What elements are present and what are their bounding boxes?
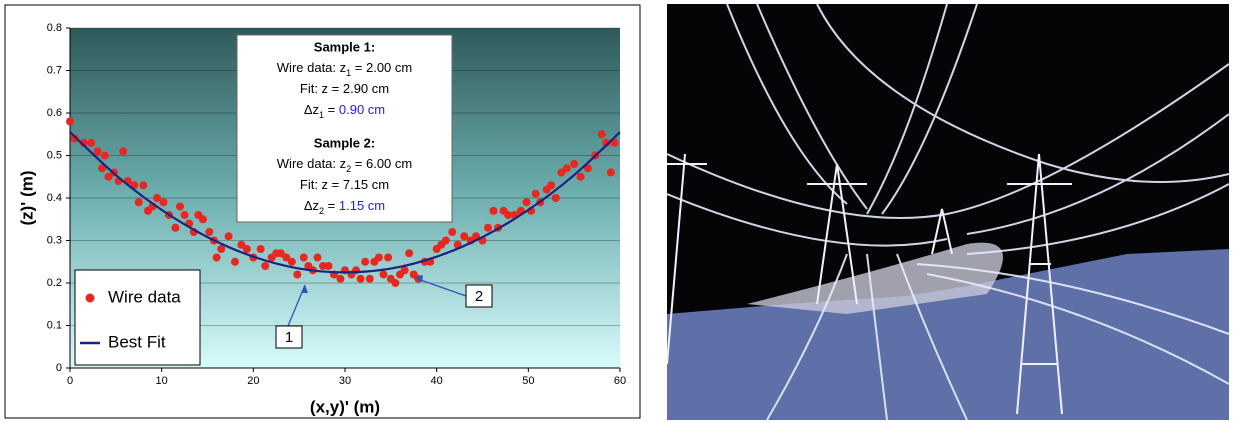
y-axis-title: (z)' (m) bbox=[17, 170, 36, 225]
data-point bbox=[380, 271, 388, 279]
data-point bbox=[300, 254, 308, 262]
data-point bbox=[87, 139, 95, 147]
x-tick-label: 10 bbox=[156, 375, 168, 387]
y-tick-label: 0.2 bbox=[47, 277, 62, 289]
data-point bbox=[314, 254, 322, 262]
data-point bbox=[552, 194, 560, 202]
data-point bbox=[213, 254, 221, 262]
annotation-text: Wire data: z bbox=[277, 156, 346, 171]
photo bbox=[667, 4, 1229, 420]
legend-label: Best Fit bbox=[108, 332, 166, 351]
annotation-text: = bbox=[324, 198, 339, 213]
data-point bbox=[257, 245, 265, 253]
x-tick-label: 0 bbox=[67, 375, 73, 387]
data-point bbox=[442, 237, 450, 245]
chart: (z)' (m) (x,y)' (m) 0 0.1 0.2 0.3 0.4 0.5 0.6 0… bbox=[0, 0, 645, 423]
data-point bbox=[171, 224, 179, 232]
data-point bbox=[484, 224, 492, 232]
data-point bbox=[448, 228, 456, 236]
x-tick-label: 40 bbox=[431, 375, 443, 387]
data-point bbox=[160, 198, 168, 206]
legend-marker bbox=[86, 294, 95, 303]
data-point bbox=[176, 203, 184, 211]
annotation-text: = bbox=[324, 102, 339, 117]
annotation-text: Fit: z = 7.15 cm bbox=[300, 177, 389, 192]
data-point bbox=[293, 271, 301, 279]
y-tick-label: 0.1 bbox=[47, 319, 62, 331]
data-point bbox=[181, 211, 189, 219]
legend-label: Wire data bbox=[108, 287, 181, 306]
data-point bbox=[577, 173, 585, 181]
data-point bbox=[66, 118, 74, 126]
x-tick-label: 60 bbox=[614, 375, 626, 387]
annotation-text: Wire data: z bbox=[277, 60, 346, 75]
callout-label: 2 bbox=[475, 288, 483, 305]
data-point bbox=[231, 258, 239, 266]
data-point bbox=[243, 245, 251, 253]
data-point bbox=[101, 152, 109, 160]
data-point bbox=[139, 181, 147, 189]
x-tick-label: 20 bbox=[247, 375, 259, 387]
data-point bbox=[325, 262, 333, 270]
x-axis-title: (x,y)' (m) bbox=[310, 397, 380, 416]
data-point bbox=[405, 249, 413, 257]
data-point bbox=[375, 254, 383, 262]
annotation-line: Fit: z = 7.15 cm bbox=[300, 177, 389, 192]
data-point bbox=[261, 262, 269, 270]
x-tick-label: 50 bbox=[522, 375, 534, 387]
data-point bbox=[598, 130, 606, 138]
annotation-text: Δz bbox=[304, 102, 319, 117]
annotation-text: = 6.00 cm bbox=[351, 156, 412, 171]
annotation-text: 0.90 cm bbox=[339, 102, 385, 117]
data-point bbox=[547, 181, 555, 189]
data-point bbox=[225, 232, 233, 240]
data-point bbox=[119, 147, 127, 155]
page: (z)' (m) (x,y)' (m) 0 0.1 0.2 0.3 0.4 0.5 0.6 0… bbox=[0, 0, 1233, 423]
data-point bbox=[135, 198, 143, 206]
data-point bbox=[563, 164, 571, 172]
data-point bbox=[361, 258, 369, 266]
annotation-heading: Sample 1: bbox=[314, 39, 375, 54]
data-point bbox=[570, 160, 578, 168]
data-point bbox=[384, 254, 392, 262]
y-tick-label: 0.7 bbox=[47, 64, 62, 76]
x-tick-label: 30 bbox=[339, 375, 351, 387]
annotation-text: Δz bbox=[304, 198, 319, 213]
annotation-text: 1.15 cm bbox=[339, 198, 385, 213]
y-tick-label: 0.8 bbox=[47, 22, 62, 34]
data-point bbox=[94, 147, 102, 155]
data-point bbox=[523, 198, 531, 206]
data-point bbox=[205, 228, 213, 236]
annotation-heading: Sample 2: bbox=[314, 135, 375, 150]
y-tick-label: 0 bbox=[56, 362, 62, 374]
y-tick-label: 0.4 bbox=[47, 192, 62, 204]
data-point bbox=[532, 190, 540, 198]
y-tick-label: 0.5 bbox=[47, 149, 62, 161]
y-tick-label: 0.3 bbox=[47, 234, 62, 246]
data-point bbox=[391, 279, 399, 287]
annotation-line: Fit: z = 2.90 cm bbox=[300, 81, 389, 96]
data-point bbox=[490, 207, 498, 215]
y-tick-label: 0.6 bbox=[47, 107, 62, 119]
data-point bbox=[336, 275, 344, 283]
annotation-text: Fit: z = 2.90 cm bbox=[300, 81, 389, 96]
data-point bbox=[366, 275, 374, 283]
data-point bbox=[288, 258, 296, 266]
annotation-text: = 2.00 cm bbox=[351, 60, 412, 75]
data-point bbox=[357, 275, 365, 283]
data-point bbox=[199, 215, 207, 223]
data-point bbox=[607, 169, 615, 177]
callout-label: 1 bbox=[285, 329, 293, 346]
